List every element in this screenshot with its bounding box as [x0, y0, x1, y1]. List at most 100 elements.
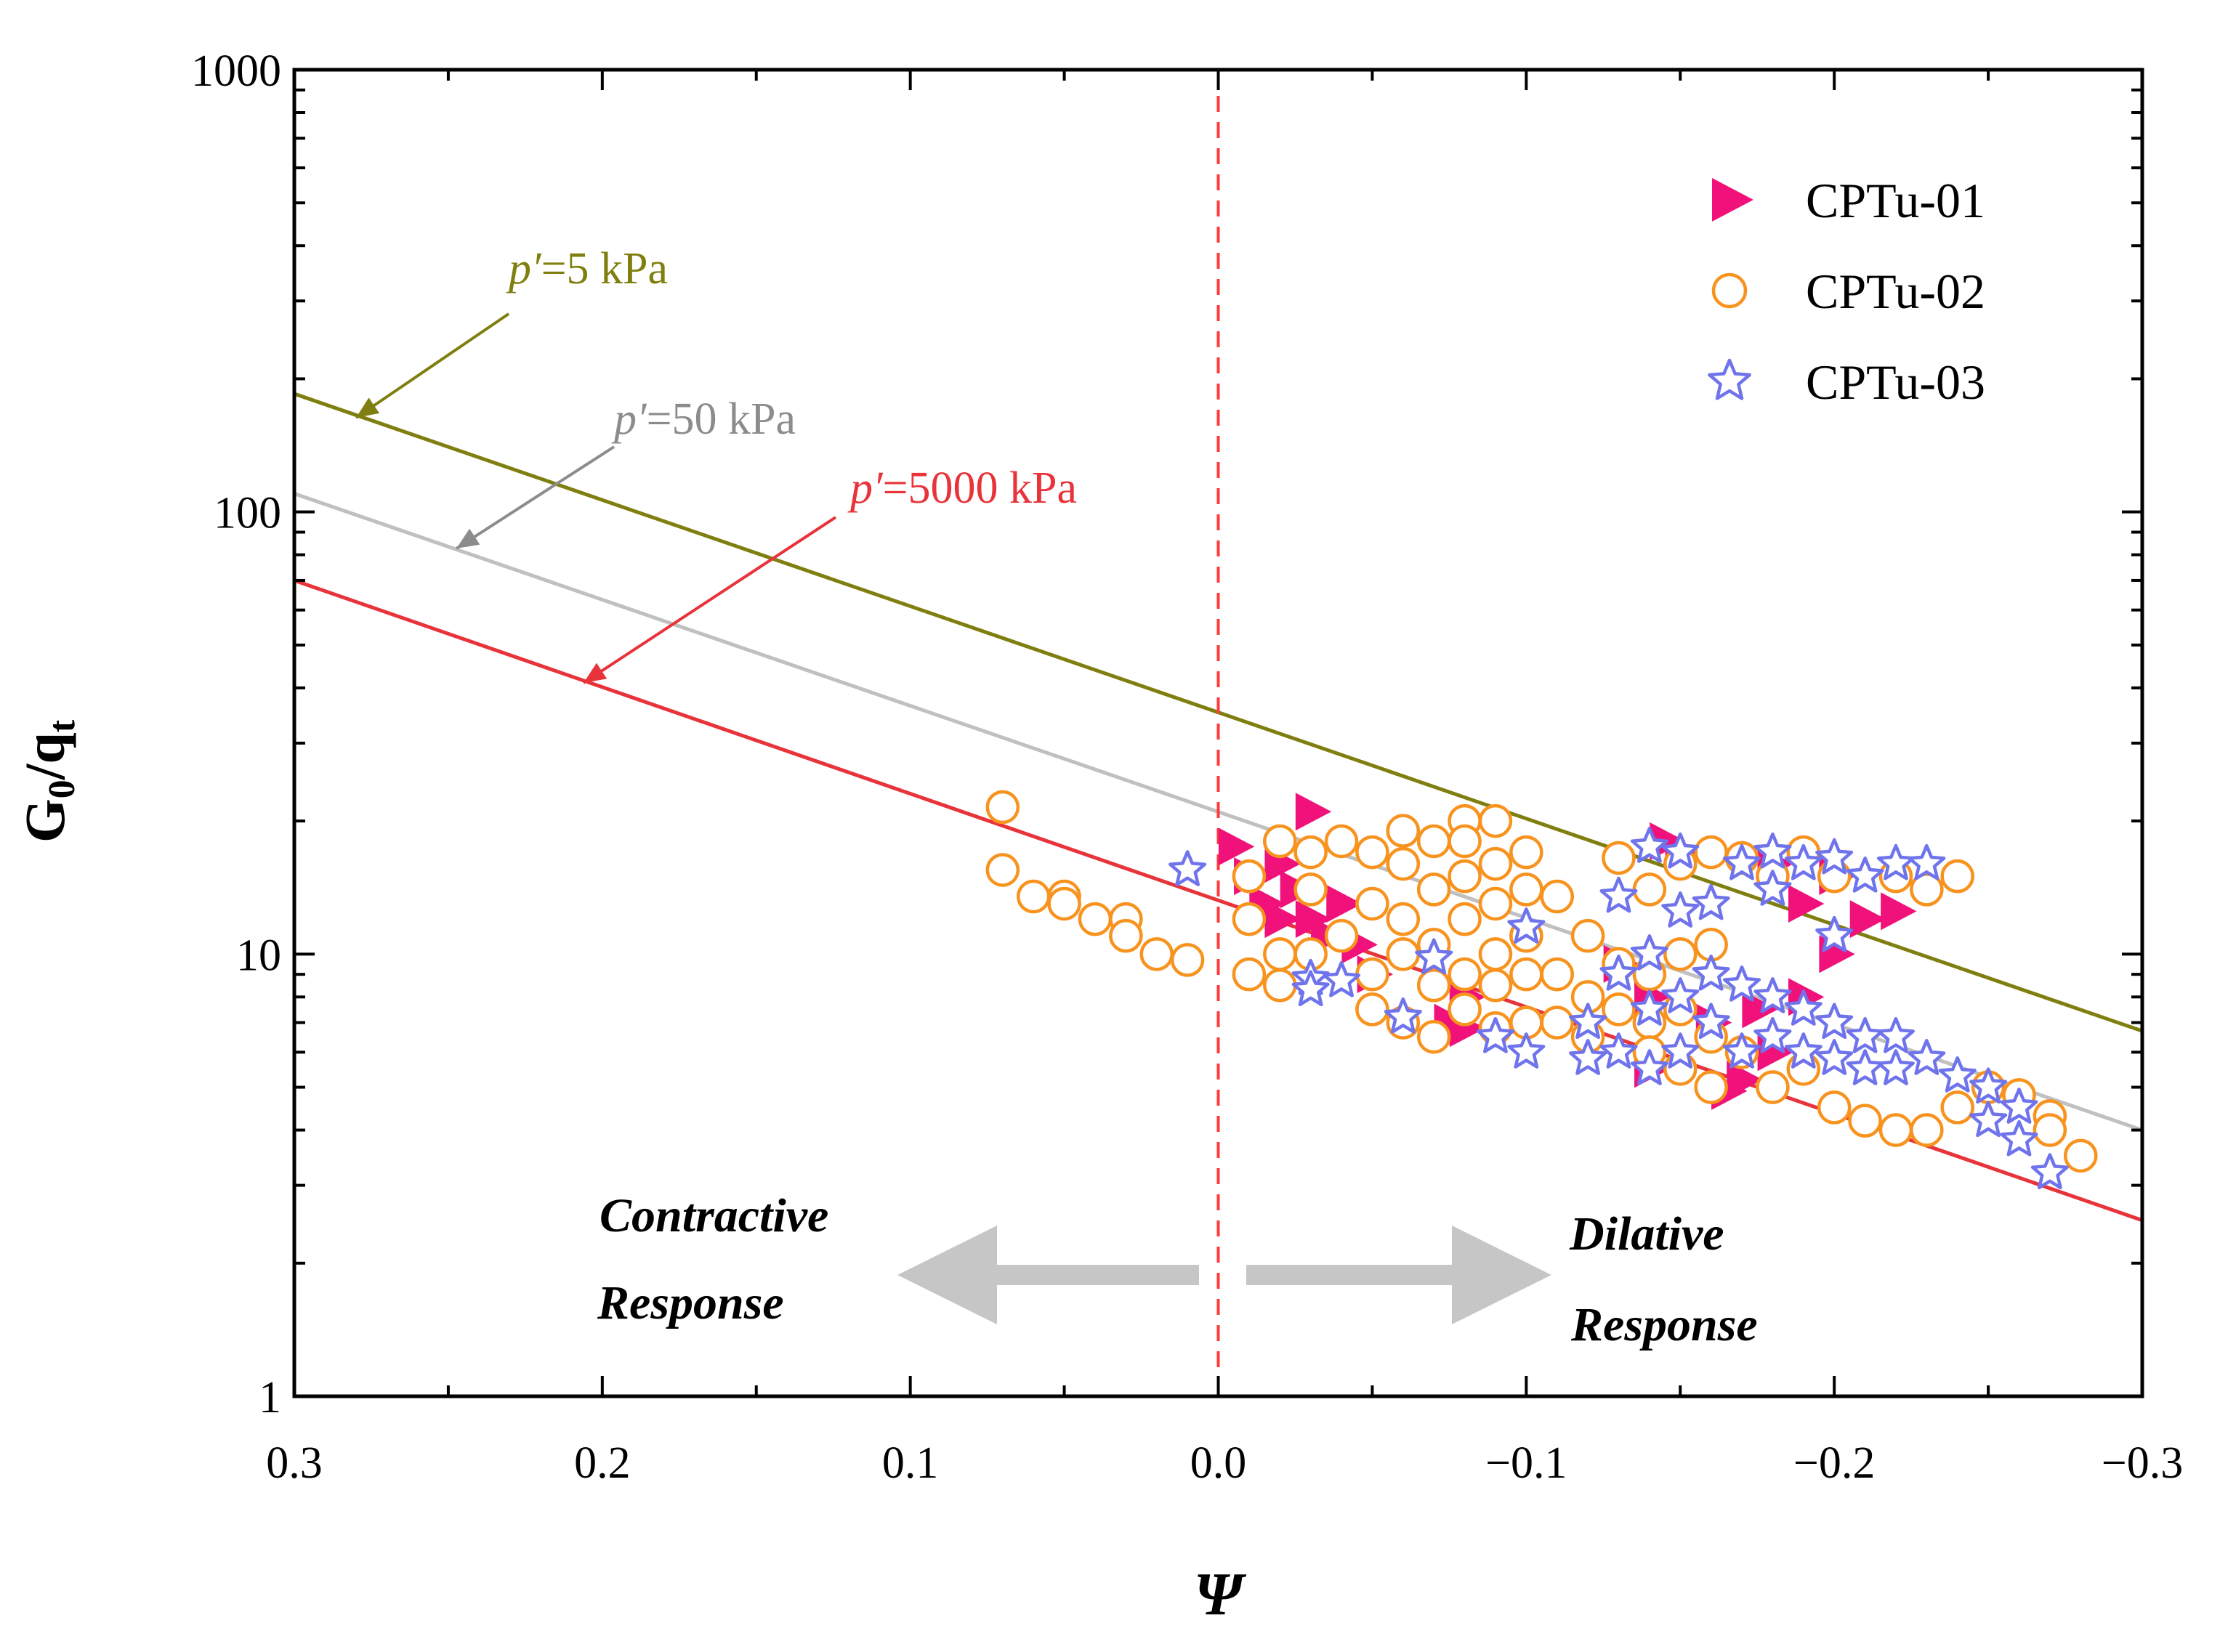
legend-label: CPTu-03 [1806, 355, 1985, 410]
cptu-03-point [1384, 997, 1422, 1034]
cptu-01-point [1264, 900, 1301, 939]
cptu-03-point [1291, 970, 1330, 1007]
cptu-03-point [1846, 856, 1884, 893]
cptu-03-point [1507, 907, 1546, 944]
cptu-03-point [1815, 1003, 1854, 1040]
reference-line-label: p′=5000 kPa [847, 463, 1077, 513]
cptu-02-point [1817, 1090, 1852, 1125]
reference-label-1: p′=5 kPa [355, 244, 668, 419]
cptu-02-point [1139, 937, 1174, 971]
cptu-01-point [1295, 793, 1332, 831]
cptu-02-point [1416, 1019, 1451, 1054]
cptu-02-point [1232, 902, 1267, 936]
reference-label-pointer [355, 312, 510, 419]
cptu-03-point [1630, 1049, 1668, 1085]
cptu-03-point [1815, 915, 1854, 952]
legend: CPTu-01 CPTu-02 CPTu-03 [1708, 173, 1985, 410]
cptu-02-point [1878, 1113, 1913, 1147]
cptu-03-point [1168, 850, 1207, 886]
plot-area [294, 70, 2142, 1396]
cptu-02-point [1448, 902, 1482, 936]
contractive-arrow [897, 1226, 1199, 1324]
cptu-03-point [1661, 1032, 1700, 1069]
cptu-03-point [2000, 1119, 2038, 1157]
y-tick-label: 10 [236, 931, 281, 980]
y-title-mid: /q [13, 732, 76, 780]
cptu-02-point [1355, 992, 1389, 1027]
reference-label-italic: p′ [506, 244, 542, 293]
cptu-02-point [1448, 859, 1482, 894]
legend-item-cptu-01: CPTu-01 [1712, 173, 1985, 228]
reference-label-italic: p′ [847, 463, 884, 513]
cptu-02-point [1293, 835, 1328, 870]
y-tick-label: 1000 [191, 46, 281, 96]
cptu-02-point [1232, 859, 1267, 894]
contractive-label: Response [597, 1276, 784, 1329]
cptu-02-point [1386, 902, 1421, 936]
cptu-02-point [1756, 1070, 1790, 1104]
cptu-02-point [1478, 968, 1513, 1003]
cptu-02-point [1570, 918, 1605, 953]
cptu-02-point [1910, 1113, 1944, 1147]
dilative-label: Response [1570, 1298, 1758, 1351]
cptu-03-point [1784, 843, 1823, 880]
legend-marker-cptu-02 [1711, 272, 1748, 309]
cptu-02-point [1448, 824, 1482, 859]
cptu-02-point [1386, 814, 1421, 848]
cptu-02-point [1386, 937, 1421, 971]
cptu-03-point [1323, 960, 1361, 997]
x-tick-label: 0.3 [266, 1438, 323, 1488]
cptu-02-point [1078, 902, 1113, 936]
y-tick-label: 1 [259, 1373, 281, 1422]
cptu-03-point [1569, 1003, 1607, 1040]
legend-marker-cptu-03 [1708, 358, 1751, 400]
cptu-02-point [985, 790, 1020, 825]
cptu-03-point [1938, 1056, 1977, 1093]
cptu-02-point [1478, 803, 1513, 838]
cptu-02-point [1355, 835, 1389, 870]
cptu-02-point [1047, 886, 1081, 921]
reference-label-2: p′=50 kPa [455, 394, 796, 550]
cptu-02-point [1263, 968, 1297, 1003]
cptu-02-point [1355, 957, 1389, 992]
y-axis-title: G0/qt [13, 719, 83, 843]
cptu-02-point [1509, 835, 1543, 870]
cptu-03-point [1692, 883, 1730, 920]
cptu-03-point [1969, 1067, 2008, 1104]
cptu-02-point [1478, 937, 1513, 971]
cptu-02-point [1602, 841, 1636, 875]
cptu-03-point [1784, 989, 1823, 1026]
cptu-03-point [1630, 827, 1668, 863]
x-tick-label: 0.2 [574, 1438, 631, 1488]
cptu-02-point [1386, 846, 1421, 881]
cptu-03-point [1507, 1032, 1546, 1069]
cptu-02-point [1478, 846, 1513, 881]
contractive-label: Contractive [600, 1189, 828, 1242]
cptu-03-point [1815, 1039, 1854, 1075]
x-tick-label: −0.1 [1485, 1438, 1567, 1488]
cptu-03-point [1599, 876, 1638, 913]
cptu-03-point [1722, 1032, 1761, 1069]
cptu-01-point [1849, 900, 1886, 939]
cptu-02-point [1940, 1090, 1974, 1125]
cptu-03-point [1722, 843, 1761, 880]
dilative-label: Dilative [1569, 1207, 1724, 1260]
cptu-03-point [1630, 989, 1668, 1026]
cptu-02-point [1848, 1104, 1882, 1138]
cptu-02-point [1478, 886, 1513, 921]
cptu-02-point [1416, 968, 1451, 1003]
cptu-03-point [1908, 1039, 1946, 1075]
cptu-03-point [1815, 838, 1854, 875]
cptu-03-point [1908, 843, 1946, 880]
reference-label-value: =50 kPa [647, 394, 796, 444]
cptu-02-point [1602, 992, 1636, 1027]
y-title-g: G [13, 798, 76, 843]
legend-label: CPTu-02 [1806, 264, 1985, 319]
cptu-02-point [1448, 957, 1482, 992]
x-tick-label: 0.1 [882, 1438, 939, 1488]
y-title-subt: t [41, 719, 83, 732]
cptu-03-point [1661, 891, 1700, 928]
cptu-02-point [1109, 918, 1143, 953]
